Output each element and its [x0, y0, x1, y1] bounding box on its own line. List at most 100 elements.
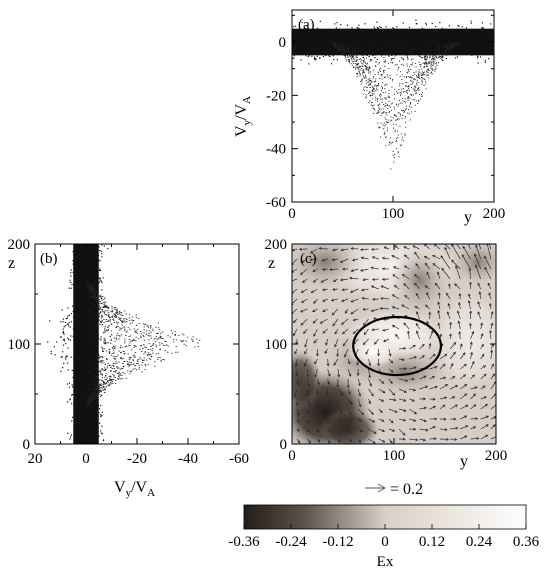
panel-a-point: [397, 42, 400, 44]
panel-a-point: [418, 100, 420, 102]
vector-arrow: [313, 298, 318, 304]
panel-a-point: [408, 39, 410, 41]
panel-a-point: [468, 43, 470, 45]
panel-a-point: [460, 41, 462, 44]
panel-b-point: [89, 371, 91, 374]
panel-b-point: [87, 291, 89, 293]
vector-arrow: [378, 428, 386, 432]
panel-a-point: [376, 113, 378, 115]
panel-b-point: [139, 345, 142, 347]
panel-b-point: [86, 273, 89, 275]
vector-arrow: [325, 338, 329, 346]
panel-b-point: [97, 334, 100, 336]
vector-arrow: [388, 398, 397, 402]
panel-b-point: [100, 383, 103, 385]
panel-a-point: [461, 33, 464, 35]
panel-b-point: [101, 373, 103, 375]
panel-a-point: [308, 42, 310, 44]
panel-a-point: [454, 42, 456, 44]
panel-a-point: [377, 89, 379, 91]
panel-a-point: [390, 37, 392, 40]
panel-b-point: [129, 373, 131, 375]
panel-a-point: [315, 42, 317, 44]
panel-a-point: [432, 56, 434, 58]
panel-a-point: [353, 41, 355, 43]
panel-b-point: [80, 293, 82, 295]
panel-a-point: [411, 77, 413, 79]
panel-b-point: [89, 391, 92, 393]
panel-a-point: [444, 40, 446, 42]
panel-b-point: [95, 264, 98, 267]
panel-b-point: [118, 311, 121, 313]
panel-b-point: [65, 356, 67, 358]
panel-b-point: [88, 402, 91, 404]
panel-b-point: [95, 347, 97, 349]
panel-b-point: [76, 260, 78, 262]
panel-a-point: [421, 78, 423, 80]
panel-b-point: [99, 296, 102, 298]
panel-a-point: [424, 78, 426, 80]
panel-b-point: [89, 286, 91, 288]
panel-b-point: [82, 394, 85, 396]
panel-a-point: [368, 66, 370, 68]
panel-b-point: [98, 304, 100, 306]
panel-a-point: [302, 37, 304, 39]
vector-arrow: [358, 408, 364, 416]
panel-b-point: [125, 313, 128, 315]
panel-b-point: [120, 328, 122, 330]
panel-a-point: [371, 102, 373, 104]
panel-a-point: [407, 85, 409, 87]
panel-b-point: [76, 281, 79, 284]
panel-b-point: [137, 317, 140, 319]
panel-b-point: [83, 263, 86, 266]
panel-b-point: [124, 340, 126, 342]
panel-a-point: [413, 41, 415, 43]
panel-a-point: [416, 75, 418, 77]
panel-a-point: [356, 26, 358, 29]
panel-a-point: [345, 56, 347, 58]
panel-a-point: [356, 59, 358, 61]
vector-arrow: [437, 301, 441, 310]
panel-a-point: [411, 31, 413, 33]
panel-a-point: [466, 49, 468, 51]
panel-b-point: [88, 330, 90, 333]
panel-b-point: [86, 357, 88, 360]
panel-a-point: [358, 41, 360, 43]
panel-b-point: [130, 357, 132, 358]
panel-a-point: [336, 47, 338, 49]
panel-b-point: [86, 433, 89, 436]
panel-a-point: [361, 73, 363, 75]
panel-b-point: [118, 361, 120, 363]
panel-b-point: [83, 301, 85, 303]
panel-b-point: [86, 327, 88, 329]
panel-b-point: [99, 323, 101, 325]
panel-a-point: [406, 76, 408, 78]
panel-b-point: [175, 339, 178, 341]
panel-a-point: [404, 101, 406, 103]
vector-arrow: [467, 300, 471, 310]
panel-a-point: [395, 140, 397, 142]
panel-b-point: [89, 258, 91, 260]
panel-b-point: [162, 344, 165, 346]
vector-arrow: [444, 246, 451, 260]
panel-a-point: [481, 22, 484, 24]
panel-a-point: [350, 57, 353, 59]
panel-a-point: [412, 48, 414, 50]
panel-a-point: [320, 33, 322, 35]
panel-b-point: [78, 343, 80, 345]
vector-arrow: [337, 388, 344, 396]
panel-b-point: [170, 330, 173, 331]
vector-arrow: [447, 302, 451, 310]
panel-b-point: [99, 356, 102, 358]
panel-a-point: [344, 42, 347, 44]
panel-a-point: [426, 58, 428, 60]
panel-a-point: [365, 40, 367, 43]
panel-a-point: [384, 43, 386, 45]
panel-b-point: [67, 347, 69, 349]
panel-a-point: [302, 39, 304, 41]
panel-b-point: [68, 314, 70, 316]
panel-b-point: [92, 415, 94, 418]
vector-arrow: [424, 262, 430, 270]
panel-b-point: [61, 367, 64, 369]
panel-a-point: [369, 67, 371, 69]
